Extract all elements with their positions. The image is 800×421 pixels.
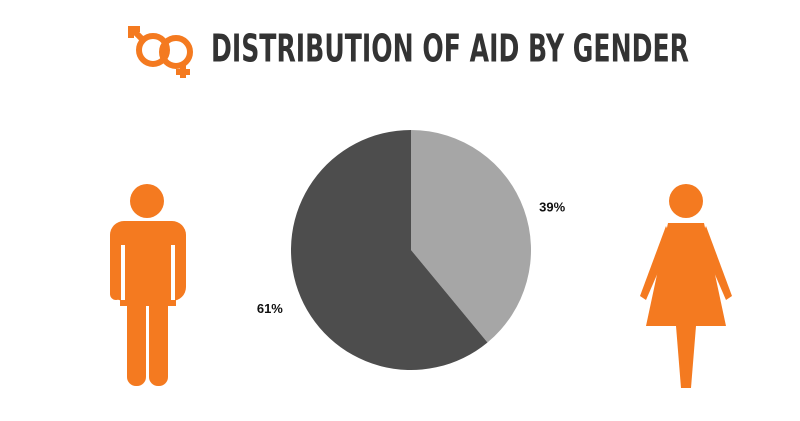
pie-slice	[411, 130, 531, 343]
data-label: 61%	[257, 301, 283, 316]
gender-icon	[128, 26, 193, 78]
chart-title: DISTRIBUTION OF AID BY GENDER	[211, 27, 689, 71]
female-icon	[640, 184, 732, 388]
pie-slice	[291, 130, 488, 370]
data-label: 39%	[539, 200, 565, 215]
male-icon	[110, 184, 186, 386]
